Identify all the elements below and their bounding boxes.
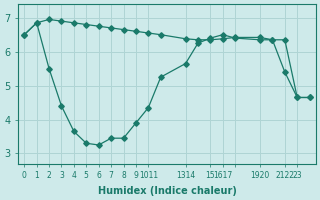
X-axis label: Humidex (Indice chaleur): Humidex (Indice chaleur)	[98, 186, 236, 196]
